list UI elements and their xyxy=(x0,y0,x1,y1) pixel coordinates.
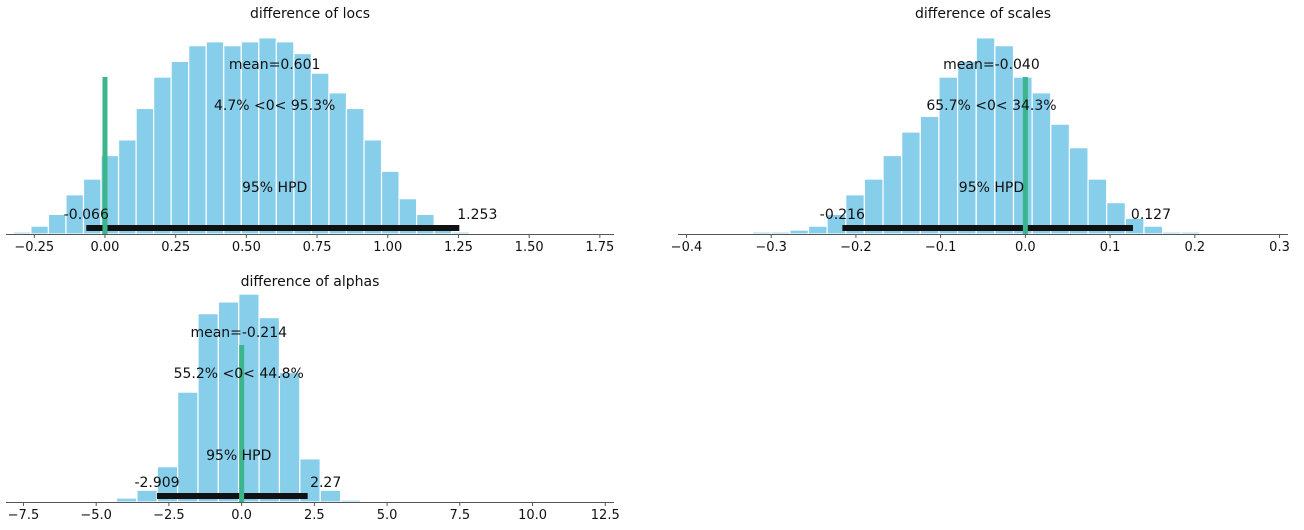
hpd-high-label: 0.127 xyxy=(1131,207,1171,223)
histogram-bar xyxy=(770,231,791,235)
x-tick-label: −0.4 xyxy=(671,240,703,255)
subplot-title: difference of scales xyxy=(915,6,1051,22)
x-tick-label: 1.00 xyxy=(373,240,402,255)
histogram-bar xyxy=(1068,147,1089,235)
histogram-bar xyxy=(12,231,32,235)
x-tick-label: 1.75 xyxy=(585,240,614,255)
histogram-bar xyxy=(188,45,207,235)
histogram-bar xyxy=(293,52,313,235)
histogram-bar xyxy=(205,41,225,235)
histogram-bar xyxy=(1143,225,1164,235)
hpd-high-label: 2.27 xyxy=(310,475,341,491)
x-tick-label: 2.5 xyxy=(304,508,325,523)
histogram-bar xyxy=(278,371,301,503)
histogram-bar xyxy=(177,391,199,503)
histogram-bar xyxy=(380,170,400,235)
x-tick-label: −0.1 xyxy=(925,240,957,255)
histogram-bar xyxy=(416,213,435,235)
hpd-low-label: -2.909 xyxy=(134,475,179,491)
subplot-3: difference of alphas −7.5 −5.0 −2.5 0.0 2.5 5.… xyxy=(6,274,620,523)
histogram-bar xyxy=(345,107,365,235)
mean-label: mean=0.601 xyxy=(229,57,321,73)
x-tick-label: −0.2 xyxy=(840,240,872,255)
hpd-label: 95% HPD xyxy=(959,180,1024,196)
histogram-bar xyxy=(807,225,828,235)
x-tick-label: −7.5 xyxy=(8,508,40,523)
x-tick-label: 0.00 xyxy=(91,240,120,255)
histogram-bar xyxy=(360,500,382,503)
x-tick-label: 0.50 xyxy=(232,240,261,255)
x-tick-label: 0.1 xyxy=(1100,240,1121,255)
mean-label: mean=-0.214 xyxy=(190,325,287,341)
histogram-bar xyxy=(789,229,810,235)
x-tick-label: 0.25 xyxy=(161,240,190,255)
reference-percent-label: 65.7% <0< 34.3% xyxy=(926,98,1056,114)
histogram-bar xyxy=(919,115,940,235)
x-tick-label: 1.50 xyxy=(515,240,544,255)
x-tick-label: −5.0 xyxy=(80,508,112,523)
histogram-bar xyxy=(95,500,118,503)
histogram-bar xyxy=(363,139,383,235)
histogram-bar xyxy=(751,231,772,235)
histogram-bar xyxy=(956,60,977,235)
mean-label: mean=-0.040 xyxy=(943,57,1040,73)
histogram-bar xyxy=(319,489,342,503)
x-tick-label: 12.5 xyxy=(591,508,620,523)
x-tick-label: −2.5 xyxy=(153,508,185,523)
histogram-bar xyxy=(115,497,138,503)
x-tick-label: 0.2 xyxy=(1184,240,1205,255)
x-tick-label: 0.75 xyxy=(303,240,332,255)
histogram-bar xyxy=(994,45,1015,235)
hpd-high-label: 1.253 xyxy=(457,207,497,223)
subplot-title: difference of alphas xyxy=(241,274,380,290)
x-tick-label: 10.0 xyxy=(518,508,547,523)
histogram-bar xyxy=(223,45,242,235)
histogram-bar xyxy=(1162,231,1182,235)
histogram-bar xyxy=(1180,231,1201,235)
x-tick-label: 7.5 xyxy=(449,508,470,523)
subplot-2: difference of scales −0.4 −0.3 −0.2 −0.1 0.0 0… xyxy=(671,6,1290,255)
histogram-bar xyxy=(153,76,172,235)
histogram-bar xyxy=(170,60,190,235)
hpd-label: 95% HPD xyxy=(206,448,271,464)
histogram-bar xyxy=(30,225,50,235)
histogram-bar xyxy=(197,313,219,503)
x-tick-label: 5.0 xyxy=(377,508,398,523)
histogram-bar xyxy=(339,499,362,503)
histogram-bar xyxy=(258,317,281,503)
hpd-low-label: -0.216 xyxy=(820,207,865,223)
x-tick-label: 1.25 xyxy=(444,240,473,255)
histogram-bar xyxy=(882,154,903,235)
histogram-bar xyxy=(135,107,155,235)
x-tick-label: −0.3 xyxy=(755,240,787,255)
x-tick-label: 0.0 xyxy=(231,508,252,523)
hpd-label: 95% HPD xyxy=(242,180,307,196)
hpd-low-label: -0.066 xyxy=(64,207,109,223)
histogram-bar xyxy=(136,489,158,503)
histogram-bar xyxy=(901,131,921,235)
subplot-1: difference of locs −0.25 0.00 0.25 0.50 0.75 1… xyxy=(6,6,614,255)
x-tick-label: −0.25 xyxy=(14,240,54,255)
histogram-bar xyxy=(451,231,470,235)
x-tick-label: 0.3 xyxy=(1269,240,1290,255)
histogram-bar xyxy=(117,139,137,235)
reference-percent-label: 55.2% <0< 44.8% xyxy=(174,366,304,382)
subplot-title: difference of locs xyxy=(250,6,370,22)
x-tick-label: 0.0 xyxy=(1015,240,1036,255)
histogram-bar xyxy=(1050,123,1071,235)
reference-percent-label: 4.7% <0< 95.3% xyxy=(214,98,335,114)
